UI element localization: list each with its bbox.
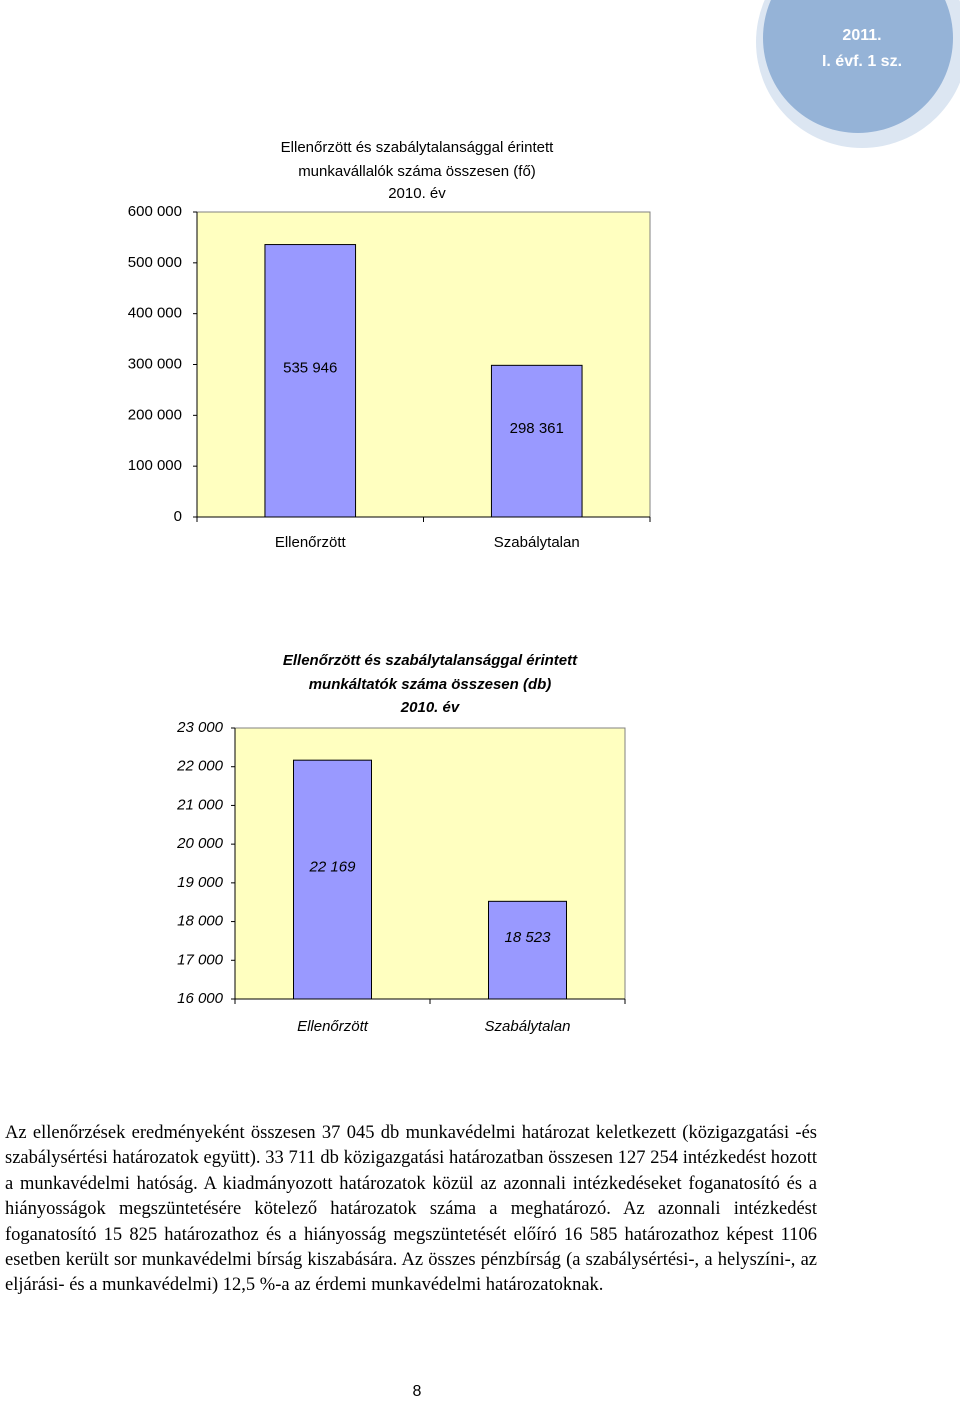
x-tick-label: Szabálytalan xyxy=(494,534,580,551)
badge-inner xyxy=(763,0,953,133)
y-tick-label: 19 000 xyxy=(177,874,224,891)
bar xyxy=(490,364,583,518)
y-tick-label: 400 000 xyxy=(128,305,182,322)
body-paragraph: Az ellenőrzések eredményeként összesen 3… xyxy=(5,1123,817,1296)
chart-title: munkavállalók száma összesen (fő) xyxy=(298,163,536,180)
y-tick-label: 200 000 xyxy=(128,406,182,423)
y-tick-label: 600 000 xyxy=(128,203,182,220)
y-tick-label: 300 000 xyxy=(128,355,182,372)
y-tick-label: 22 000 xyxy=(176,758,224,775)
bar xyxy=(488,900,567,1000)
y-tick-label: 20 000 xyxy=(176,835,224,852)
badge-issue: I. évf. 1 sz. xyxy=(822,53,902,70)
page-number: 8 xyxy=(413,1383,422,1400)
y-tick-label: 17 000 xyxy=(177,951,224,968)
y-tick-label: 23 000 xyxy=(176,719,224,736)
chart-title: munkáltatók száma összesen (db) xyxy=(309,676,552,693)
x-tick-label: Ellenőrzött xyxy=(275,534,347,551)
data-label: 535 946 xyxy=(283,360,337,377)
chart-title: Ellenőrzött és szabálytalansággal érinte… xyxy=(281,139,554,156)
chart-title: 2010. év xyxy=(400,699,461,716)
badge-year: 2011. xyxy=(842,27,881,44)
chart-title: 2010. év xyxy=(388,185,446,202)
y-tick-label: 0 xyxy=(174,508,182,525)
y-tick-label: 500 000 xyxy=(128,254,182,271)
x-tick-label: Szabálytalan xyxy=(485,1018,571,1035)
data-label: 18 523 xyxy=(505,929,552,946)
bar xyxy=(293,759,372,1000)
y-tick-label: 100 000 xyxy=(128,457,182,474)
y-tick-label: 18 000 xyxy=(177,913,224,930)
chart-title: Ellenőrzött és szabálytalansággal érinte… xyxy=(283,652,578,669)
y-tick-label: 21 000 xyxy=(176,796,224,813)
y-tick-label: 16 000 xyxy=(177,990,224,1007)
x-tick-label: Ellenőrzött xyxy=(297,1018,369,1035)
data-label: 298 361 xyxy=(510,420,564,437)
bar xyxy=(264,244,357,518)
data-label: 22 169 xyxy=(309,859,357,876)
